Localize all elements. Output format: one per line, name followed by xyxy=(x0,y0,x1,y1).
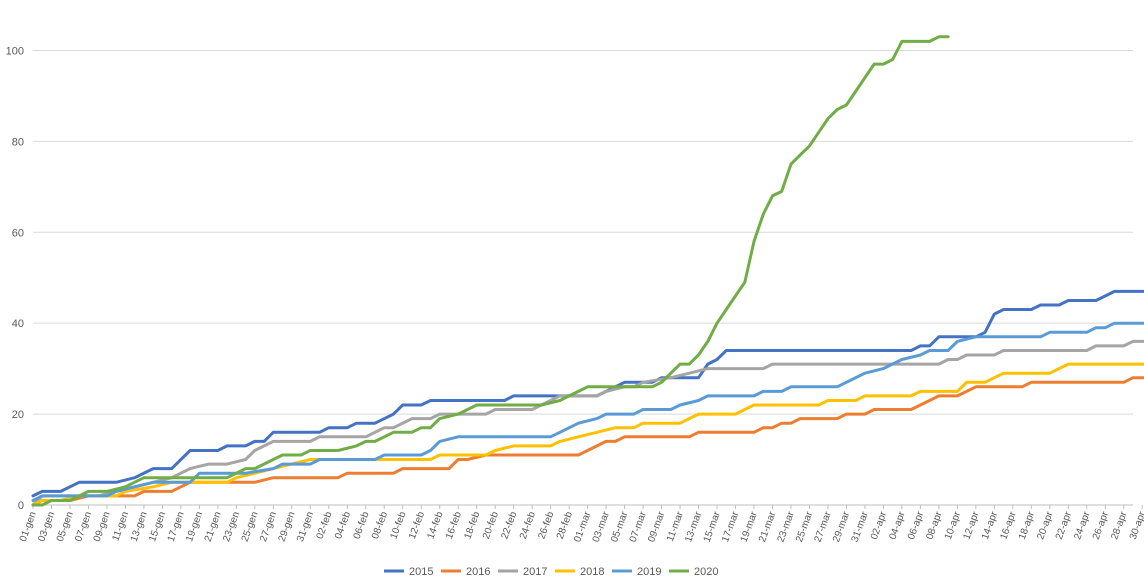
x-tick-label: 30-apr xyxy=(1128,510,1144,542)
x-tick-label: 31-gen xyxy=(295,510,316,543)
legend-label-2018: 2018 xyxy=(580,566,604,578)
x-axis-ticks: 01-gen03-gen05-gen07-gen09-gen11-gen13-g… xyxy=(18,505,1144,544)
legend-label-2020: 2020 xyxy=(694,566,718,578)
x-tick-label: 16-apr xyxy=(998,510,1018,542)
x-tick-label: 06-feb xyxy=(352,510,372,541)
x-tick-label: 26-apr xyxy=(1091,510,1111,542)
x-tick-label: 05-gen xyxy=(55,510,76,543)
series-lines xyxy=(31,35,1144,507)
x-tick-label: 10-feb xyxy=(389,510,409,541)
x-tick-label: 22-feb xyxy=(499,510,519,541)
legend: 2015 2016 2017 2018 2019 2020 xyxy=(384,566,718,578)
x-tick-label: 29-gen xyxy=(277,510,298,543)
legend-label-2016: 2016 xyxy=(466,566,490,578)
x-tick-label: 25-gen xyxy=(240,510,261,543)
x-tick-label: 27-gen xyxy=(258,510,279,543)
x-tick-label: 02-apr xyxy=(869,510,889,542)
x-tick-label: 26-feb xyxy=(536,510,556,541)
x-tick-label: 20-apr xyxy=(1035,510,1055,542)
x-tick-label: 01-gen xyxy=(18,510,39,543)
x-tick-label: 24-apr xyxy=(1072,510,1092,542)
legend-label-2019: 2019 xyxy=(637,566,661,578)
gridlines xyxy=(33,49,1133,506)
x-tick-label: 08-apr xyxy=(924,510,944,542)
x-tick-label: 28-feb xyxy=(555,510,575,541)
x-tick-label: 22-apr xyxy=(1054,510,1074,542)
x-tick-label: 17-gen xyxy=(166,510,187,543)
x-tick-label: 03-gen xyxy=(36,510,57,543)
x-tick-label: 28-apr xyxy=(1109,510,1129,542)
y-tick-label: 80 xyxy=(12,136,24,148)
x-tick-label: 18-apr xyxy=(1017,510,1037,542)
x-tick-label: 20-feb xyxy=(481,510,501,541)
series-line-2018 xyxy=(31,362,1144,507)
series-line-2017 xyxy=(31,339,1144,507)
x-tick-label: 14-feb xyxy=(426,510,446,541)
x-tick-label: 04-feb xyxy=(333,510,353,541)
x-tick-label: 02-feb xyxy=(315,510,335,541)
x-tick-label: 04-apr xyxy=(888,510,908,542)
x-tick-label: 07-gen xyxy=(73,510,94,543)
x-tick-label: 12-feb xyxy=(407,510,427,541)
x-tick-label: 18-feb xyxy=(462,510,482,541)
x-tick-label: 09-gen xyxy=(92,510,113,543)
x-tick-label: 14-apr xyxy=(980,510,1000,542)
x-tick-label: 31-mar xyxy=(850,510,871,544)
x-tick-label: 15-gen xyxy=(147,510,168,543)
y-tick-label: 20 xyxy=(12,409,24,421)
y-tick-label: 60 xyxy=(12,227,24,239)
x-tick-label: 08-feb xyxy=(370,510,390,541)
y-tick-label: 100 xyxy=(6,45,24,57)
x-tick-label: 19-gen xyxy=(184,510,205,543)
y-tick-label: 0 xyxy=(18,500,24,512)
series-line-2020 xyxy=(31,35,950,507)
legend-label-2015: 2015 xyxy=(409,566,433,578)
x-tick-label: 21-gen xyxy=(203,510,224,543)
series-line-2019 xyxy=(31,321,1144,502)
series-line-2015 xyxy=(31,289,1144,498)
x-tick-label: 16-feb xyxy=(444,510,464,541)
x-tick-label: 12-apr xyxy=(961,510,981,542)
x-tick-label: 11-gen xyxy=(111,510,132,542)
x-tick-label: 06-apr xyxy=(906,510,926,542)
legend-label-2017: 2017 xyxy=(523,566,547,578)
y-tick-label: 40 xyxy=(12,318,24,330)
series-line-2016 xyxy=(31,376,1144,507)
x-tick-label: 24-feb xyxy=(518,510,538,541)
x-tick-label: 10-apr xyxy=(943,510,963,542)
x-tick-label: 23-gen xyxy=(221,510,242,543)
y-axis-ticks: 0 20 40 60 80 100 xyxy=(6,45,24,512)
x-tick-label: 13-gen xyxy=(129,510,150,543)
